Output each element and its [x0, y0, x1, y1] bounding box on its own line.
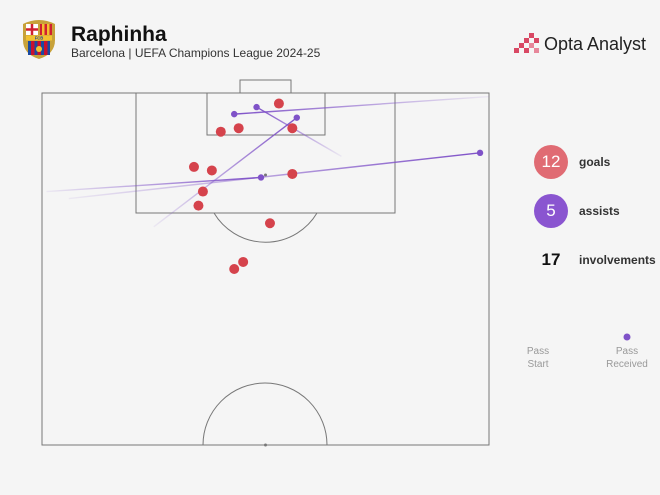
svg-text:FCB: FCB — [35, 36, 44, 41]
goal-shot-point — [238, 256, 249, 267]
assist-pass-line — [68, 152, 481, 200]
goal-shot-point — [197, 186, 208, 197]
legend-pass-received-label: Pass Received — [606, 346, 648, 370]
goals-label: goals — [579, 155, 611, 169]
goal-shot-point — [273, 98, 284, 109]
assist-pass-line — [256, 106, 342, 157]
assist-pass-line — [153, 117, 298, 228]
penalty-spot — [264, 173, 267, 177]
goal-shot-point — [193, 200, 204, 211]
brand-name: Opta Analyst — [544, 34, 647, 54]
opta-analyst-logo: Opta Analyst — [513, 33, 653, 57]
goal-shot-point — [215, 126, 226, 137]
opta-logo-icon — [514, 33, 539, 53]
involvements-count: 17 — [541, 250, 561, 269]
assist-passes — [46, 95, 490, 228]
goal-shot-point — [287, 168, 298, 179]
goal-shot-point — [206, 165, 217, 176]
goal-shots — [188, 98, 298, 274]
goal-shot-point — [287, 123, 298, 134]
assist-pass-end-point — [476, 149, 484, 157]
centre-circle — [202, 382, 328, 446]
assist-pass-end-point — [231, 110, 238, 118]
penalty-arc — [213, 212, 318, 243]
involvements-label: involvements — [579, 253, 656, 267]
barcelona-crest-icon: FCB — [23, 20, 55, 59]
assist-pass-end-point — [293, 114, 300, 121]
goal-shot-point — [233, 123, 244, 134]
centre-spot — [264, 443, 267, 447]
penalty-area — [135, 92, 396, 214]
goal-shot-point — [188, 161, 199, 172]
assists-count-badge: 5 — [534, 194, 568, 228]
assist-pass-end-point — [253, 103, 260, 111]
goal-shot-point — [264, 218, 275, 229]
assist-pass-line — [46, 176, 262, 193]
pitch-outline — [41, 92, 490, 446]
legend-pass-end-dot — [623, 333, 631, 341]
goal-frame — [239, 79, 292, 94]
goal-shot-point — [229, 264, 240, 274]
competition-subtitle: Barcelona | UEFA Champions League 2024-2… — [71, 46, 321, 60]
assist-pass-end-point — [257, 174, 265, 181]
assist-pass-line — [234, 95, 490, 115]
pitch-lines — [41, 79, 490, 446]
goals-count-badge: 12 — [534, 145, 568, 179]
assists-label: assists — [579, 204, 620, 218]
player-name: Raphinha — [71, 23, 167, 46]
legend-pass-start-label: Pass Start — [526, 346, 550, 370]
